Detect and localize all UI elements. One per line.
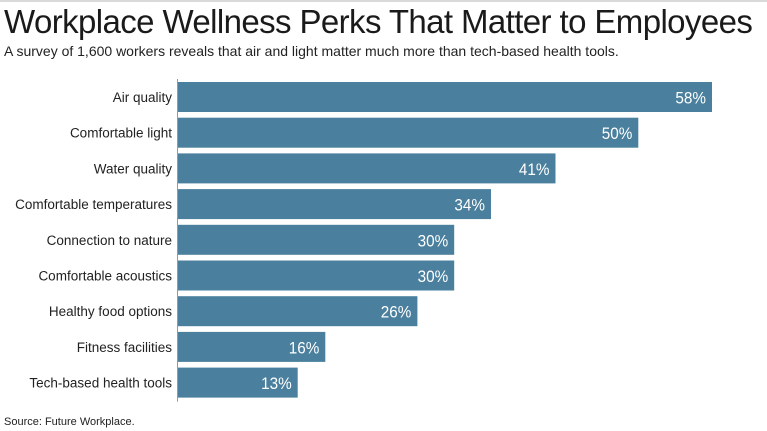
bar — [178, 296, 418, 327]
category-label: Fitness facilities — [77, 340, 173, 355]
value-label: 41% — [519, 160, 550, 179]
bar — [178, 260, 455, 291]
category-label: Comfortable temperatures — [15, 197, 172, 212]
bar — [178, 224, 455, 255]
value-label: 30% — [418, 232, 449, 251]
category-label: Comfortable acoustics — [38, 269, 172, 284]
chart-subtitle: A survey of 1,600 workers reveals that a… — [4, 43, 619, 59]
value-label: 50% — [602, 124, 633, 143]
value-label: 13% — [261, 374, 292, 393]
chart-title: Workplace Wellness Perks That Matter to … — [4, 3, 753, 40]
value-label: 58% — [675, 89, 706, 108]
category-label: Healthy food options — [49, 304, 172, 319]
category-label: Comfortable light — [70, 126, 172, 141]
category-label: Air quality — [113, 90, 173, 105]
category-label: Water quality — [94, 161, 173, 176]
bar — [178, 153, 556, 184]
value-label: 30% — [418, 267, 449, 286]
bar — [178, 189, 491, 220]
value-label: 34% — [454, 196, 485, 215]
category-label: Connection to nature — [47, 233, 172, 248]
source-note: Source: Future Workplace. — [4, 416, 135, 428]
category-label: Tech-based health tools — [29, 376, 172, 391]
bar — [178, 82, 712, 112]
bar — [178, 367, 298, 398]
bar — [178, 331, 326, 362]
top-rule — [0, 0, 767, 2]
value-label: 16% — [289, 339, 320, 358]
value-label: 26% — [381, 303, 412, 322]
bar — [178, 117, 639, 148]
